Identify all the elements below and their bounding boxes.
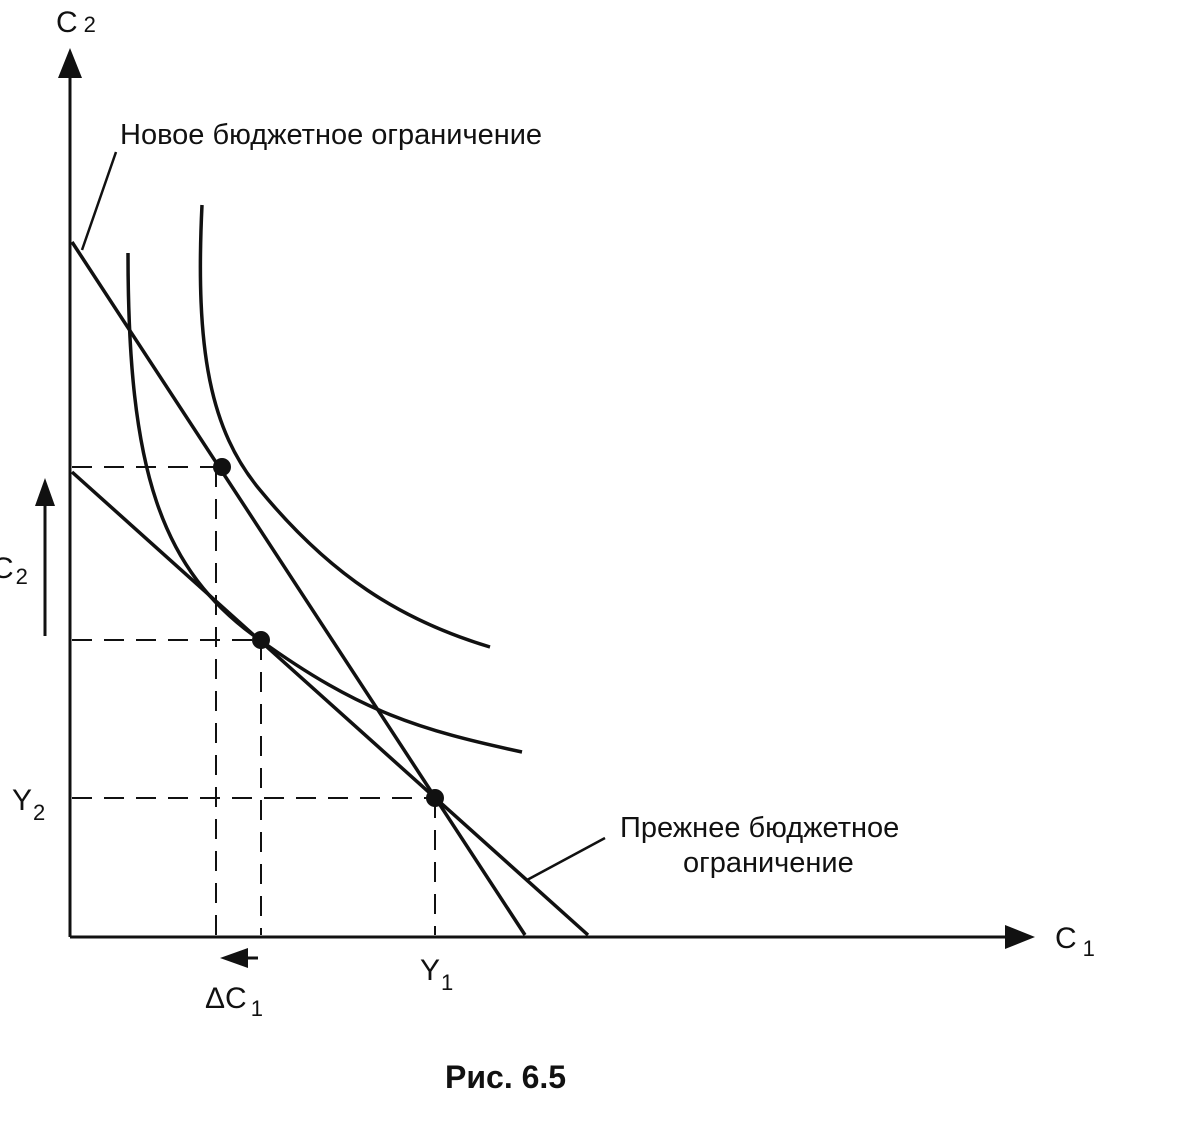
point-endowment [426, 789, 444, 807]
old-budget-leader [526, 836, 606, 882]
x-axis-arrow [1005, 925, 1035, 949]
delta-c1-label: ΔC 1 [205, 982, 263, 1021]
y1-label: Y1 [420, 954, 453, 995]
new-budget-leader [80, 151, 118, 251]
indifference-curve-upper [198, 204, 491, 649]
indifference-curve-lower [126, 252, 523, 754]
new-budget-label: Новое бюджетное ограничение [120, 119, 542, 151]
delta-c1-arrow-head [220, 948, 248, 968]
point-old-optimum [252, 631, 270, 649]
figure-caption: Рис. 6.5 [445, 1059, 566, 1095]
delta-c2-arrow-head [35, 478, 55, 506]
y2-label: Y2 [12, 784, 45, 825]
point-new-optimum [213, 458, 231, 476]
old-budget-line [70, 470, 590, 937]
delta-c2-label: C2 [0, 552, 28, 589]
y-axis-arrow [58, 48, 82, 78]
dashed-guides [72, 466, 436, 935]
new-budget-line [70, 241, 527, 936]
old-budget-label-line2: ограничение [683, 847, 854, 879]
old-budget-label-line1: Прежнее бюджетное [620, 812, 899, 844]
